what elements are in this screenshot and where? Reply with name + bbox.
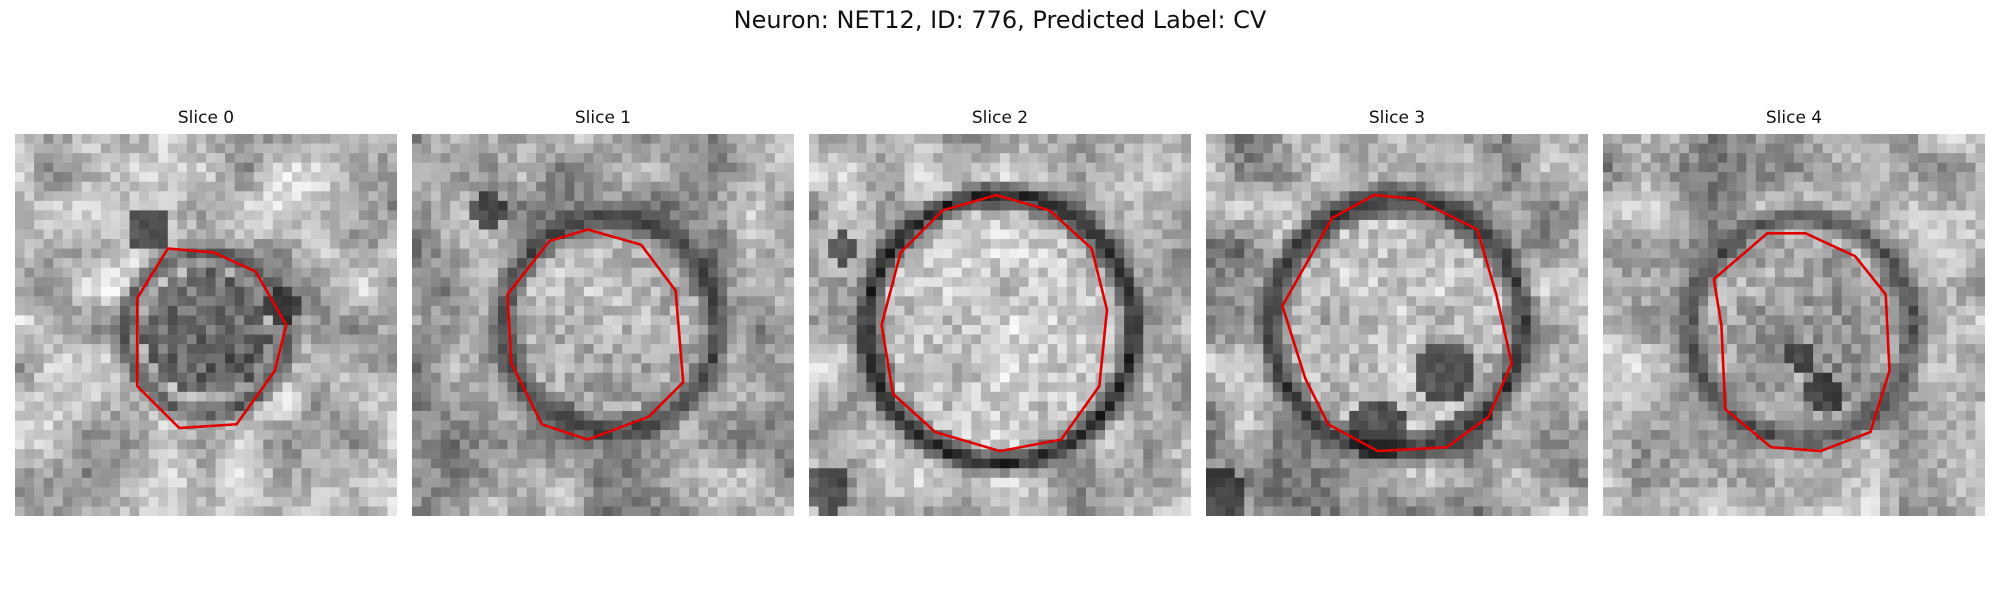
slice-2-segmentation-contour xyxy=(880,193,1109,453)
slice-2-image xyxy=(809,134,1191,516)
slice-4-canvas xyxy=(1603,134,1985,516)
slice-4-segmentation-contour xyxy=(1712,232,1891,453)
figure-title: Neuron: NET12, ID: 776, Predicted Label:… xyxy=(733,6,1267,34)
slice-2-canvas xyxy=(809,134,1191,516)
slice-1-image xyxy=(412,134,794,516)
slice-3-canvas xyxy=(1206,134,1588,516)
slice-2-title: Slice 2 xyxy=(971,108,1029,128)
slice-0-image xyxy=(15,134,397,516)
slice-1-segmentation-contour xyxy=(506,228,685,441)
slice-1-title: Slice 1 xyxy=(574,108,632,128)
slice-3-image xyxy=(1206,134,1588,516)
slice-4-title: Slice 4 xyxy=(1765,108,1823,128)
slice-1-canvas xyxy=(412,134,794,516)
slice-4-image xyxy=(1603,134,1985,516)
slice-0-title: Slice 0 xyxy=(177,108,235,128)
slice-0-segmentation-contour xyxy=(135,247,288,430)
slice-3-title: Slice 3 xyxy=(1368,108,1426,128)
slice-0-canvas xyxy=(15,134,397,516)
slice-3-segmentation-contour xyxy=(1280,193,1513,453)
